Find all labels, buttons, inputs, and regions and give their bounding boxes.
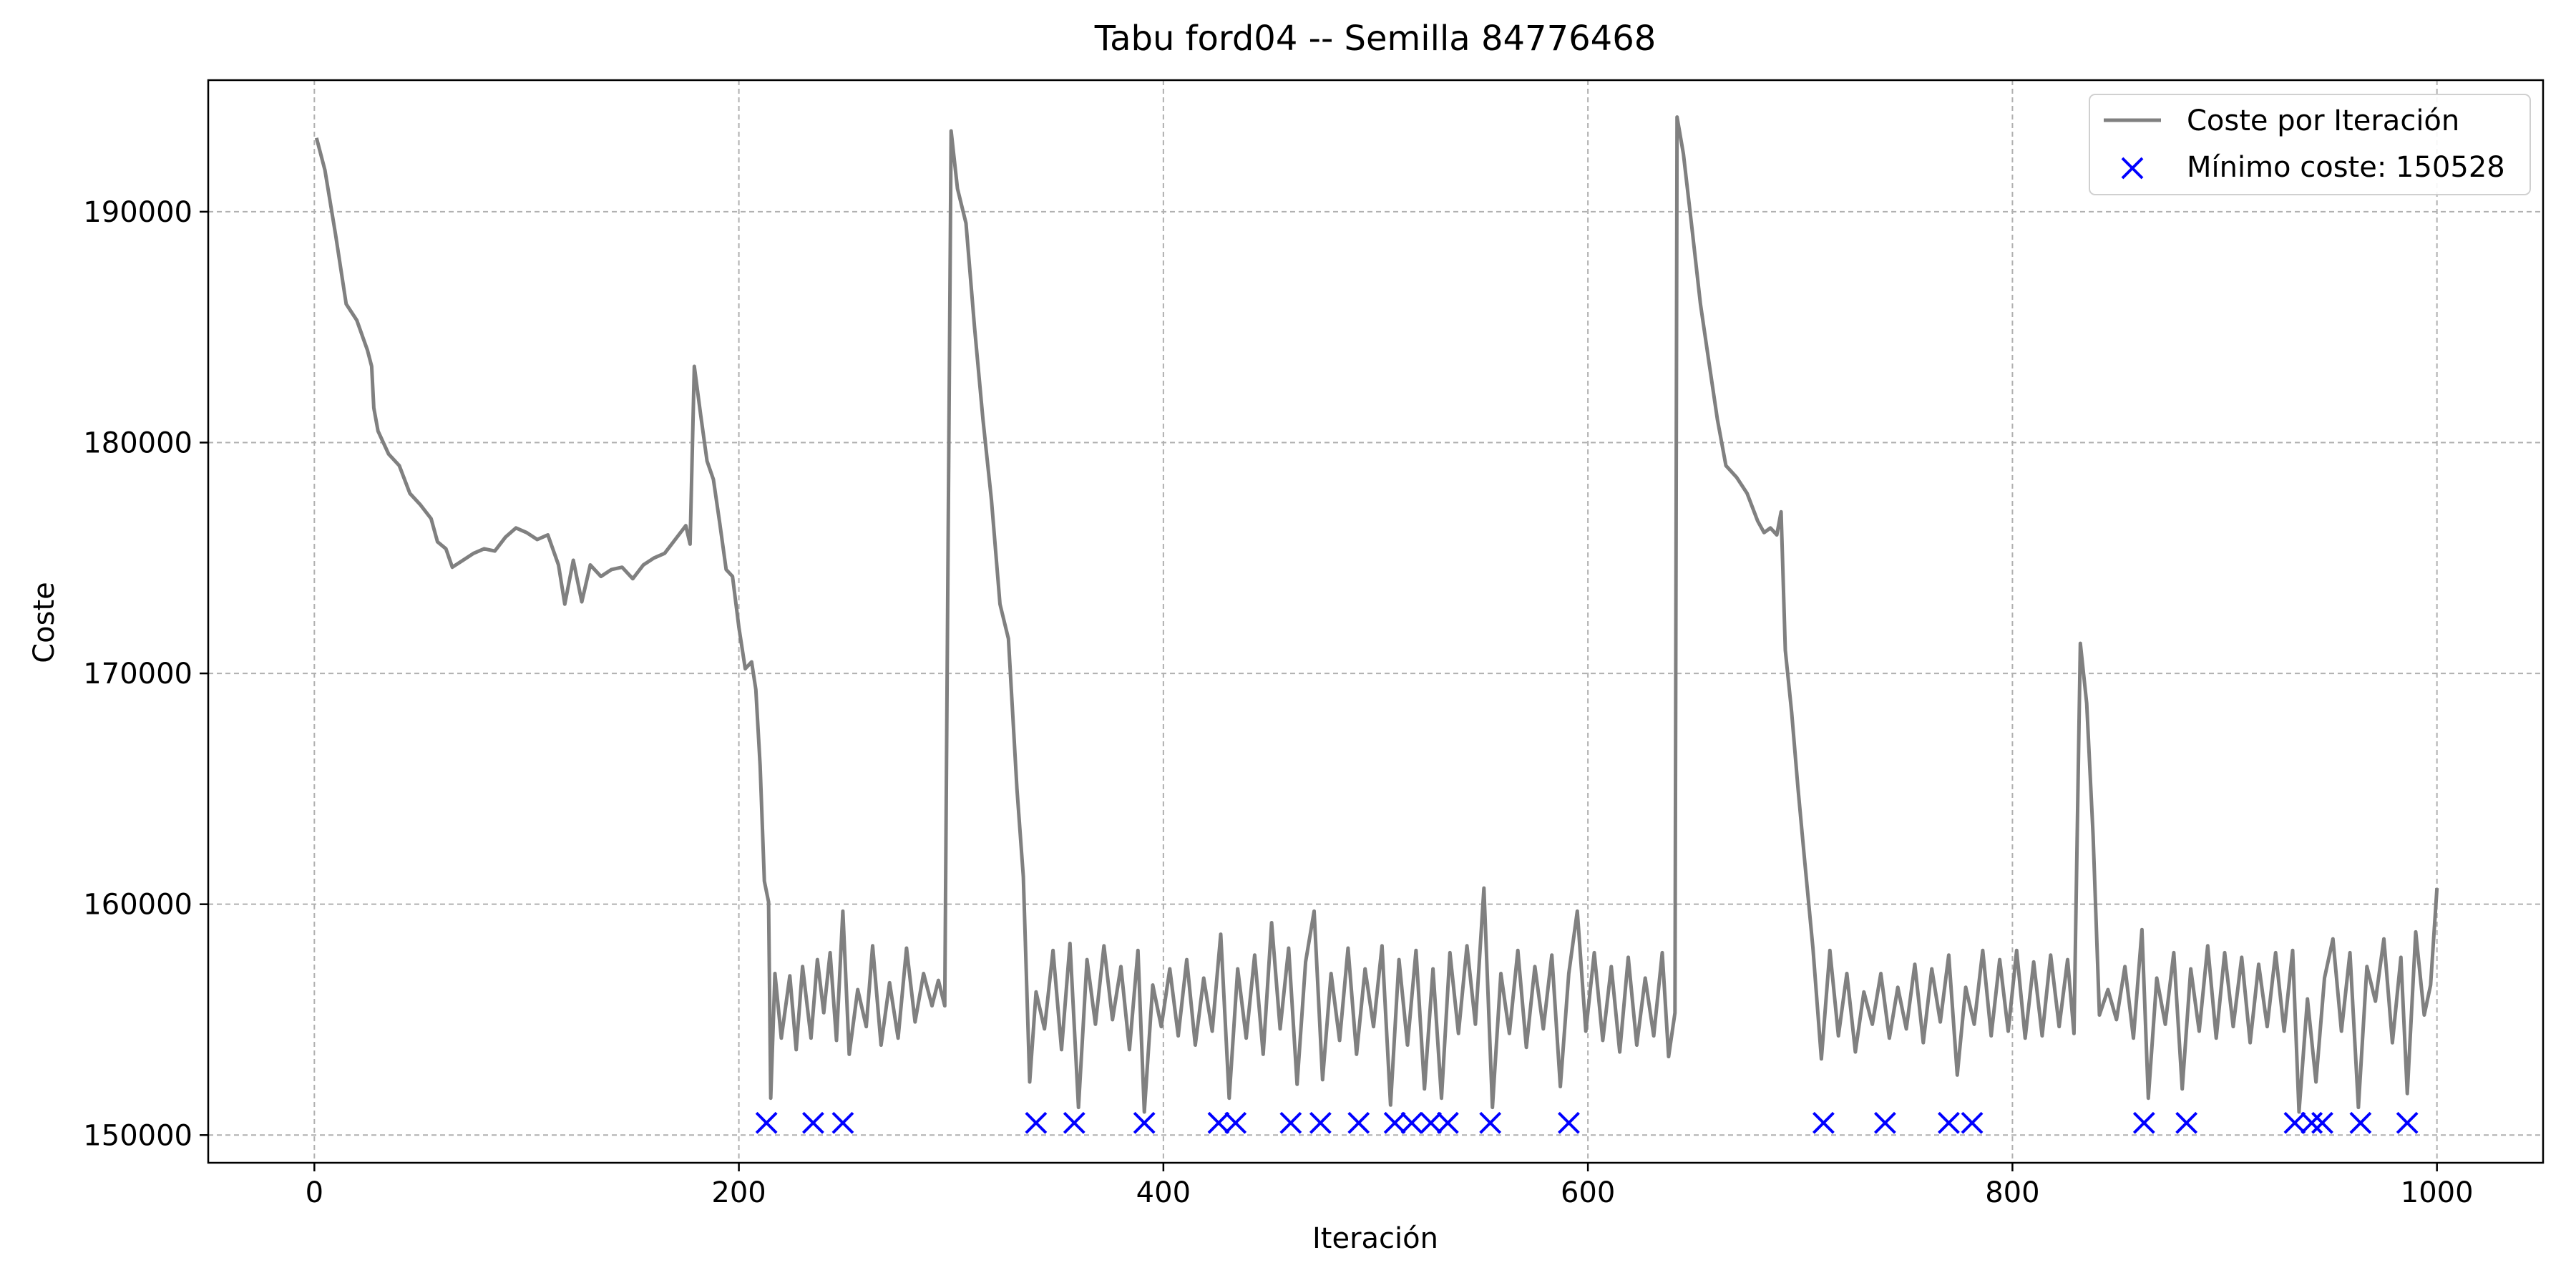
x-tick-label: 0 <box>306 1176 323 1209</box>
minimum-marker <box>1309 1111 1332 1134</box>
minimum-marker <box>1133 1111 1156 1134</box>
minimum-marker <box>1436 1111 1459 1134</box>
chart-title: Tabu ford04 -- Semilla 84776468 <box>1094 19 1657 59</box>
minimum-marker <box>1938 1111 1960 1134</box>
minimum-marker <box>831 1111 854 1134</box>
minimum-marker <box>1063 1111 1085 1134</box>
minimum-marker <box>1224 1111 1247 1134</box>
minimum-marker <box>1420 1111 1443 1134</box>
x-tick-label: 600 <box>1561 1176 1615 1209</box>
x-tick-label: 800 <box>1985 1176 2039 1209</box>
axes-frame <box>207 79 2545 1164</box>
minimum-marker <box>2132 1111 2155 1134</box>
minimum-marker <box>1279 1111 1302 1134</box>
minimum-marker <box>1558 1111 1580 1134</box>
x-tick-label: 1000 <box>2401 1176 2474 1209</box>
plot-area <box>314 115 2439 1134</box>
minimum-marker <box>2301 1111 2323 1134</box>
minimum-marker <box>2175 1111 2198 1134</box>
minimum-marker <box>801 1111 824 1134</box>
y-axis-label: Coste <box>28 582 61 663</box>
legend-x-swatch <box>2121 157 2144 180</box>
minimum-marker <box>1347 1111 1370 1134</box>
minimum-marker <box>1479 1111 1502 1134</box>
legend-box <box>2089 94 2531 195</box>
legend-label-minimum: Mínimo coste: 150528 <box>2187 151 2505 184</box>
minimum-marker <box>2283 1111 2306 1134</box>
y-tick-label: 160000 <box>83 889 192 922</box>
minimum-marker <box>1961 1111 1984 1134</box>
x-tick-label: 400 <box>1136 1176 1191 1209</box>
series-line-coste <box>314 115 2439 1114</box>
minimum-marker <box>1400 1111 1423 1134</box>
minimum-marker <box>1025 1111 1048 1134</box>
minimum-marker <box>2396 1111 2419 1134</box>
minimum-marker <box>1383 1111 1406 1134</box>
ticks: 0 200 400 600 800 1000 150000 160000 170000 18000… <box>83 196 2473 1209</box>
x-tick-label: 200 <box>711 1176 766 1209</box>
minimum-marker <box>755 1111 778 1134</box>
minimum-marker <box>2311 1111 2333 1134</box>
minimum-marker <box>1207 1111 1230 1134</box>
y-tick-label: 180000 <box>83 426 192 459</box>
legend-label-line: Coste por Iteración <box>2187 104 2459 137</box>
y-tick-label: 190000 <box>83 196 192 229</box>
legend: Coste por Iteración Mínimo coste: 150528 <box>2089 94 2531 195</box>
y-tick-label: 170000 <box>83 658 192 691</box>
minimum-marker <box>1874 1111 1896 1134</box>
minimum-marker <box>1812 1111 1835 1134</box>
minimum-marker <box>2349 1111 2372 1134</box>
x-axis-label: Iteración <box>1312 1222 1438 1255</box>
y-tick-label: 150000 <box>83 1119 192 1152</box>
